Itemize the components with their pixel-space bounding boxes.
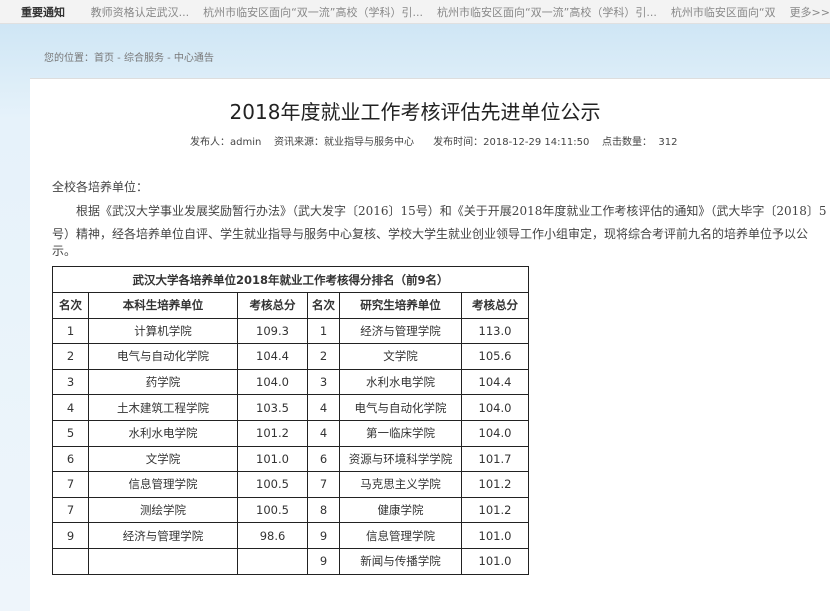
article-meta: 发布人：admin 资讯来源：就业指导与服务中心 发布时间：2018-12-29… (190, 137, 678, 148)
paragraph: 号）精神，经各培养单位自评、学生就业指导与服务中心复核、学校大学生就业创业领导工… (52, 227, 809, 258)
table-row: 9 新闻与传播学院 101.0 (52, 547, 529, 575)
table-cell: 9 (307, 547, 340, 575)
table-cell: 电气与自动化学院 (339, 394, 462, 421)
table-cell: 113.0 (461, 317, 529, 345)
ranking-table: 武汉大学各培养单位2018年就业工作考核得分排名（前9名） 名次 本科生培养单位考… (52, 266, 529, 575)
table-cell: 103.5 (237, 394, 308, 421)
paragraph: 根据《武汉大学事业发展奖励暂行办法》（武大发字〔2016〕15号）和《关于开展2… (76, 204, 827, 218)
notice-link[interactable]: 杭州市临安区面向“双 (670, 5, 776, 19)
table-cell: 测绘学院 (88, 496, 238, 524)
table-cell: 经济与管理学院 (88, 522, 238, 549)
table-cell (52, 547, 89, 575)
breadcrumb: 您的位置：首页 - 综合服务 - 中心通告 (44, 53, 214, 64)
notice-link[interactable]: 杭州市临安区面向“双一流”高校（学科）引... (436, 5, 657, 19)
table-cell: 新闻与传播学院 (339, 547, 462, 575)
table-cell: 2 (307, 343, 340, 370)
table-cell: 100.5 (237, 471, 308, 498)
column-header: 名次 (307, 292, 340, 319)
table-cell: 电气与自动化学院 (88, 343, 238, 370)
table-row: 6 文学院 101.0 6 资源与环境科学学院 101.7 (52, 445, 529, 473)
table-cell: 98.6 (237, 522, 308, 549)
table-cell: 马克思主义学院 (339, 471, 462, 498)
table-cell: 105.6 (461, 343, 529, 370)
table-row: 2 电气与自动化学院 104.4 2 文学院 105.6 (52, 343, 529, 370)
table-cell: 文学院 (88, 445, 238, 473)
more-link[interactable]: 更多>> (789, 5, 830, 19)
notice-link[interactable]: 教师资格认定武汉... (90, 5, 190, 19)
table-row: 4 土木建筑工程学院 103.5 4 电气与自动化学院 104.0 (52, 394, 529, 421)
table-cell: 4 (52, 394, 89, 421)
table-row: 5 水利水电学院 101.2 4 第一临床学院 104.0 (52, 419, 529, 447)
table-row: 3 药学院 104.0 3 水利水电学院 104.4 (52, 368, 529, 396)
table-cell: 104.0 (237, 368, 308, 396)
table-cell: 101.2 (461, 471, 529, 498)
table-cell (237, 547, 308, 575)
table-cell: 9 (307, 522, 340, 549)
table-cell: 2 (52, 343, 89, 370)
table-cell: 7 (52, 471, 89, 498)
table-caption: 武汉大学各培养单位2018年就业工作考核得分排名（前9名） (52, 266, 529, 293)
table-row: 1 计算机学院 109.3 1 经济与管理学院 113.0 (52, 317, 529, 345)
table-cell: 8 (307, 496, 340, 524)
table-cell: 101.7 (461, 445, 529, 473)
table-cell: 101.2 (237, 419, 308, 447)
table-cell: 第一临床学院 (339, 419, 462, 447)
table-cell: 3 (52, 368, 89, 396)
notice-label: 重要通知 (21, 5, 65, 19)
table-cell: 104.0 (461, 394, 529, 421)
table-cell: 5 (52, 419, 89, 447)
table-cell: 4 (307, 394, 340, 421)
table-cell: 104.4 (237, 343, 308, 370)
salutation: 全校各培养单位： (52, 180, 149, 194)
table-cell: 104.0 (461, 419, 529, 447)
table-cell: 104.4 (461, 368, 529, 396)
table-cell: 经济与管理学院 (339, 317, 462, 345)
table-cell: 水利水电学院 (339, 368, 462, 396)
table-cell: 101.0 (461, 547, 529, 575)
table-cell: 1 (307, 317, 340, 345)
table-cell: 健康学院 (339, 496, 462, 524)
table-cell: 6 (52, 445, 89, 473)
table-row: 9 经济与管理学院 98.6 9 信息管理学院 101.0 (52, 522, 529, 549)
notice-bar: 重要通知 教师资格认定武汉... 杭州市临安区面向“双一流”高校（学科）引...… (0, 0, 830, 24)
table-cell: 资源与环境科学学院 (339, 445, 462, 473)
table-cell: 101.2 (461, 496, 529, 524)
table-cell: 信息管理学院 (88, 471, 238, 498)
table-cell: 7 (52, 496, 89, 524)
table-cell: 6 (307, 445, 340, 473)
notice-link[interactable]: 杭州市临安区面向“双一流”高校（学科）引... (203, 5, 423, 19)
table-cell: 101.0 (461, 522, 529, 549)
table-row: 7 测绘学院 100.5 8 健康学院 101.2 (52, 496, 529, 524)
table-cell: 101.0 (237, 445, 308, 473)
table-cell: 水利水电学院 (88, 419, 238, 447)
table-cell: 土木建筑工程学院 (88, 394, 238, 421)
table-cell: 计算机学院 (88, 317, 238, 345)
table-cell: 4 (307, 419, 340, 447)
column-header: 考核总分 (461, 292, 529, 319)
table-cell: 1 (52, 317, 89, 345)
column-header: 考核总分 (237, 292, 308, 319)
table-cell: 100.5 (237, 496, 308, 524)
table-cell: 药学院 (88, 368, 238, 396)
column-header: 名次 (52, 292, 89, 319)
table-cell: 文学院 (339, 343, 462, 370)
table-cell: 信息管理学院 (339, 522, 462, 549)
table-cell: 7 (307, 471, 340, 498)
table-cell (88, 547, 238, 575)
column-header: 研究生培养单位 (339, 292, 462, 319)
page-title: 2018年度就业工作考核评估先进单位公示 (229, 100, 601, 124)
table-cell: 3 (307, 368, 340, 396)
table-row: 7 信息管理学院 100.5 7 马克思主义学院 101.2 (52, 471, 529, 498)
table-cell: 109.3 (237, 317, 308, 345)
table-cell: 9 (52, 522, 89, 549)
column-header: 本科生培养单位 (88, 292, 238, 319)
